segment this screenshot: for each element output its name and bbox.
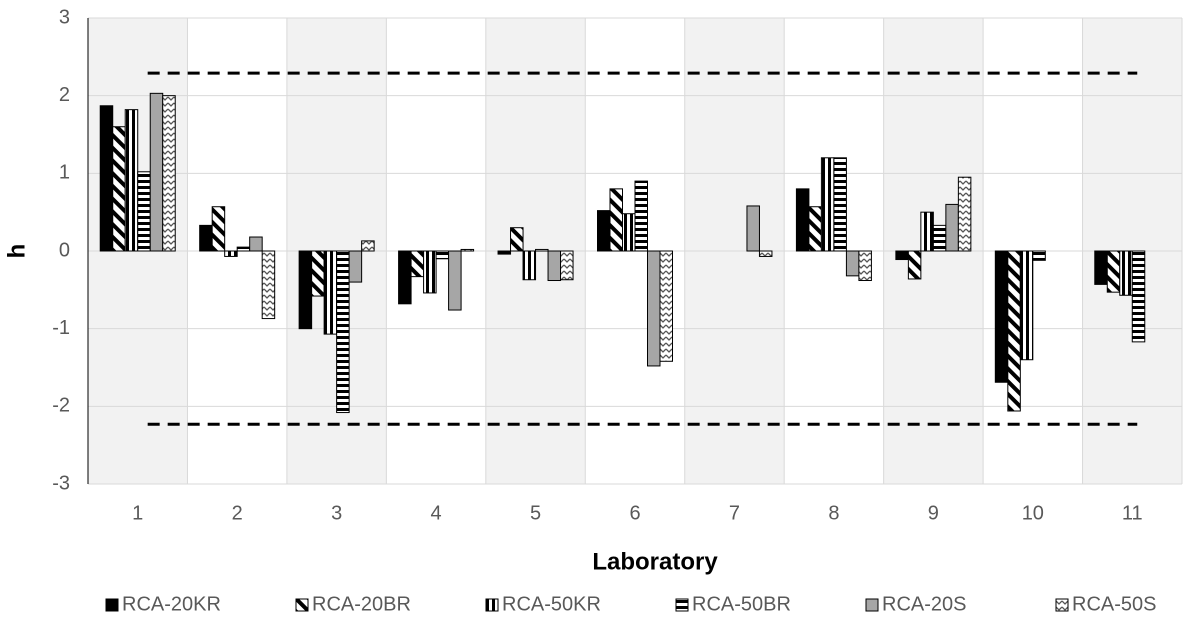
bar [112, 126, 126, 252]
bar [522, 250, 537, 281]
y-axis-title: h [3, 244, 30, 259]
bar [224, 250, 238, 257]
bar [510, 227, 524, 252]
x-tick-label: 10 [1022, 502, 1044, 524]
x-tick-label: 7 [729, 502, 740, 524]
bar [920, 211, 934, 252]
bar [236, 246, 251, 252]
x-tick-label: 6 [629, 502, 640, 524]
bar [833, 157, 847, 252]
legend-swatch [865, 598, 879, 612]
x-tick-label: 11 [1122, 502, 1143, 524]
bar [199, 224, 213, 252]
bar [1032, 250, 1046, 261]
legend-swatch [485, 598, 499, 612]
x-tick-label: 9 [928, 502, 939, 524]
bar [137, 171, 151, 252]
bar [423, 250, 437, 294]
bar [845, 250, 860, 277]
legend-swatch [675, 598, 689, 612]
bar [907, 250, 922, 280]
bar [162, 95, 176, 252]
y-tick-label: 3 [59, 6, 70, 28]
legend-label: RCA-20S [882, 593, 966, 615]
bar [535, 248, 549, 252]
bar [348, 250, 363, 283]
legend-label: RCA-50BR [692, 593, 791, 615]
bar [820, 157, 835, 252]
bar [808, 206, 822, 252]
y-tick-label: -1 [52, 317, 70, 339]
bar [957, 176, 972, 252]
x-tick-label: 4 [431, 502, 442, 524]
y-tick-label: 2 [59, 84, 70, 106]
y-tick-label: -3 [52, 472, 70, 494]
x-tick-label: 3 [331, 502, 342, 524]
x-tick-label: 2 [232, 502, 243, 524]
bar [622, 213, 636, 252]
bar [1106, 250, 1121, 293]
bar [311, 250, 325, 297]
x-tick-label: 8 [828, 502, 839, 524]
legend-label: RCA-50KR [502, 593, 601, 615]
bar [560, 250, 574, 281]
legend-label: RCA-20BR [312, 593, 411, 615]
legend-label: RCA-20KR [122, 593, 221, 615]
y-tick-label: 0 [59, 239, 70, 261]
y-tick-label: -2 [52, 395, 70, 417]
bar [746, 205, 760, 252]
bar [609, 188, 623, 252]
bar [895, 250, 909, 261]
bar [647, 250, 661, 367]
bar [448, 250, 462, 311]
bar [298, 250, 313, 330]
bar [634, 180, 648, 252]
bar [932, 224, 947, 252]
bar [398, 250, 412, 305]
bar [211, 206, 226, 252]
bar [1119, 250, 1133, 296]
bar [945, 203, 959, 252]
bar [460, 248, 475, 252]
bar [659, 250, 673, 362]
bar [336, 250, 350, 414]
bar [758, 250, 773, 257]
legend-label: RCA-50S [1072, 593, 1156, 615]
bar [149, 92, 164, 252]
legend-swatch [1055, 598, 1069, 612]
bar [1019, 250, 1034, 361]
bar [597, 210, 611, 252]
x-tick-label: 1 [132, 502, 143, 524]
bar [1094, 250, 1108, 285]
bar [124, 109, 139, 252]
bar [99, 105, 114, 252]
x-axis-title: Laboratory [592, 548, 718, 575]
x-tick-label: 5 [530, 502, 541, 524]
y-tick-label: 1 [59, 162, 70, 184]
bar [261, 250, 276, 320]
bar [994, 250, 1009, 383]
bar [323, 250, 338, 335]
bar [435, 250, 450, 260]
bar [410, 250, 425, 278]
bar [361, 240, 375, 252]
bar [249, 236, 263, 252]
bar [497, 250, 512, 255]
bar [1007, 250, 1021, 412]
bar [547, 250, 562, 282]
bar [1131, 250, 1146, 343]
bar [795, 188, 810, 252]
bar [858, 250, 872, 282]
legend-swatch [295, 598, 309, 612]
legend-swatch [105, 598, 119, 612]
